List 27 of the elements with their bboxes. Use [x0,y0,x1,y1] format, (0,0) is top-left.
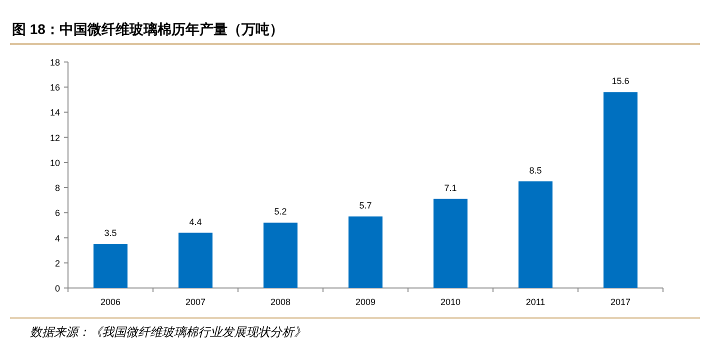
data-label: 15.6 [612,76,630,86]
x-tick-label: 2009 [355,297,376,307]
data-label: 5.7 [359,200,372,210]
x-tick-label: 2011 [526,297,546,307]
x-tick-label: 2007 [185,297,206,307]
y-tick-label: 0 [54,284,60,294]
y-tick-label: 6 [54,208,60,218]
source-note: 数据来源：《我国微纤维玻璃棉行业发展现状分析》 [30,325,306,339]
data-label: 8.5 [529,165,542,176]
x-tick-label: 2017 [610,297,631,307]
y-tick-label: 4 [54,233,60,244]
y-tick-label: 14 [50,108,60,118]
y-tick-label: 8 [54,183,60,194]
x-tick-label: 2006 [100,297,121,307]
x-tick-label: 2010 [440,297,461,307]
x-tick-label: 2008 [270,297,291,307]
y-tick-label: 10 [50,158,60,168]
title: 图 18：中国微纤维玻璃棉历年产量（万吨） [12,21,284,37]
data-label: 4.4 [189,216,202,227]
y-tick-label: 2 [54,258,60,268]
y-tick-label: 18 [50,58,60,68]
data-label: 3.5 [104,228,117,238]
y-tick-label: 12 [50,132,60,143]
plot: 0 2 4 6 8 10 12 14 16 18 3.5 4.4 5.2 5.7 7.1 8.5 15.6 2006 2007 2008 2009 2010 2011 2017 [50,58,664,307]
data-label: 5.2 [274,206,287,217]
y-tick-label: 16 [50,82,60,93]
data-label: 7.1 [444,182,457,193]
